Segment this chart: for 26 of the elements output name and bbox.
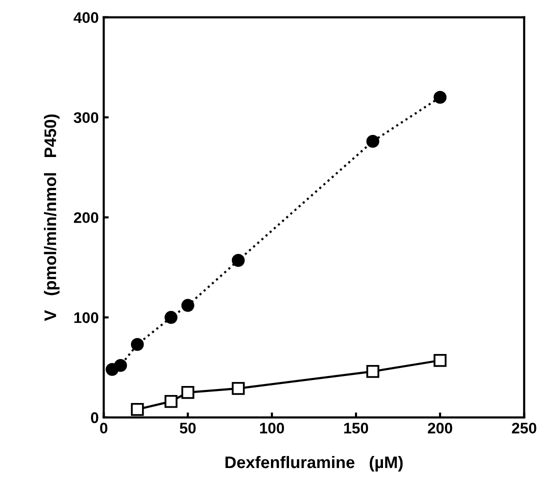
x-tick-label: 50 [180,422,196,434]
x-tick-label: 100 [260,422,284,434]
y-tick-label: 0 [90,412,98,424]
x-tick-label: 0 [100,422,108,434]
point [130,402,144,416]
point [366,134,380,148]
y-tick-label: 100 [74,312,98,324]
point [164,310,178,324]
y-tick-label: 200 [74,212,98,224]
point [164,394,178,408]
point [434,90,447,104]
y-tick-label: 400 [74,12,98,23]
x-tick-label: 250 [512,422,536,434]
point [181,386,194,399]
x-tick-label: 200 [428,422,452,434]
y-axis-title: V (pmol/min/nmol P450) [44,114,60,321]
point [130,338,144,351]
point [181,298,194,312]
point [434,354,447,367]
y-tick-label: 300 [74,112,98,124]
x-axis-title: Dexfenfluramine (µM) [226,456,403,472]
point [232,382,245,395]
point [114,358,128,372]
point [232,254,245,267]
x-tick-label: 150 [344,422,368,434]
point [366,364,380,378]
